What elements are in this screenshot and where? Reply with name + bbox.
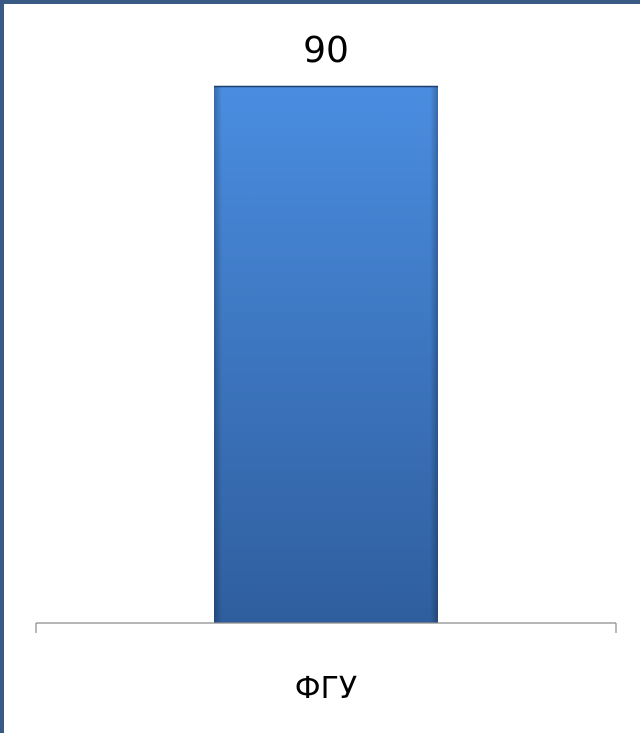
bar-bevel-right — [430, 86, 438, 623]
data-label: 90 — [303, 30, 349, 71]
bar-series — [214, 85, 438, 623]
category-label: ФГУ — [295, 671, 357, 706]
chart-labels: 90 ФГУ — [295, 30, 357, 706]
bar-bevel-left — [214, 86, 222, 623]
bar-rect — [214, 86, 438, 623]
bar — [214, 85, 438, 623]
